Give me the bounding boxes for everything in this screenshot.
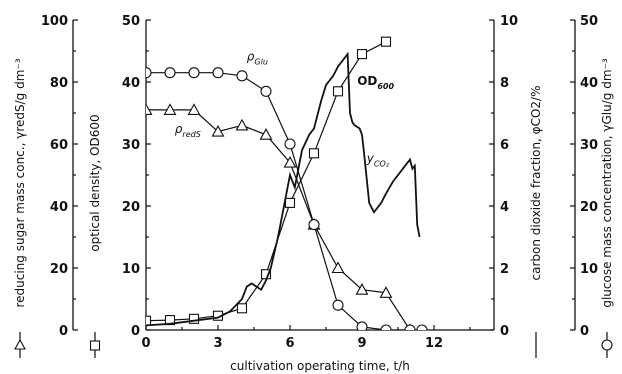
square-data-point <box>308 148 320 159</box>
glucose-tick-label: 20 <box>580 200 598 215</box>
series-co2 <box>146 51 421 327</box>
square-data-point <box>146 315 152 326</box>
co2-tick-label: 6 <box>500 138 509 153</box>
reducing-sugar-tick-label: 80 <box>50 76 68 91</box>
triangle-data-point <box>235 118 249 131</box>
circle-data-point <box>332 299 344 311</box>
triangle-data-point <box>163 103 177 115</box>
co2-tick-label: 4 <box>500 200 509 215</box>
reducing-sugar-axis-title: reducing sugar mass conc., γredS/g dm⁻³ <box>13 58 27 307</box>
series-annotation-glu: ρGlu <box>247 49 268 66</box>
series-reducing-sugar <box>146 103 414 330</box>
glucose-tick-label: 30 <box>580 138 598 153</box>
triangle-marker-icon <box>14 338 26 350</box>
triangle-data-point <box>331 261 345 274</box>
reducing-sugar-title-group: reducing sugar mass conc., γredS/g dm⁻³ <box>13 58 27 307</box>
circle-data-point <box>284 138 296 150</box>
reducing-sugar-tick-label: 0 <box>59 324 68 339</box>
triangle-data-point <box>211 124 225 137</box>
x-tick-label: 9 <box>357 336 366 351</box>
square-data-point <box>284 197 296 208</box>
optical-density-axis-title: optical density, OD600 <box>88 114 102 251</box>
circle-marker-icon <box>601 339 613 351</box>
series-annotation-co2: yCO₂ <box>366 152 390 169</box>
x-tick-label: 6 <box>285 336 294 351</box>
square-data-point <box>332 86 344 97</box>
square-marker-icon <box>89 340 101 351</box>
square-data-point <box>356 49 368 60</box>
triangle-data-point <box>283 155 297 168</box>
circle-data-point <box>188 67 200 79</box>
series-annotation-reds: ρredS <box>175 122 201 139</box>
co2-tick-label: 8 <box>500 76 509 91</box>
square-data-point <box>188 313 200 324</box>
optical-density-tick-label: 30 <box>122 138 140 153</box>
x-axis-label: cultivation operating time, t/h <box>230 359 410 373</box>
series-glucose <box>146 67 428 330</box>
series-line-reducing-sugar <box>146 109 411 330</box>
glucose-axis-title: glucose mass concentration, γGlu/g dm⁻³ <box>600 58 614 308</box>
reducing-sugar-tick-label: 60 <box>50 138 68 153</box>
x-tick-label: 0 <box>141 336 150 351</box>
optical-density-tick-label: 20 <box>122 200 140 215</box>
co2-tick-label: 10 <box>500 14 518 29</box>
glucose-tick-label: 40 <box>580 76 598 91</box>
reducing-sugar-tick-label: 40 <box>50 200 68 215</box>
glucose-tick-label: 0 <box>580 324 589 339</box>
circle-data-point <box>164 67 176 79</box>
x-tick-label: 3 <box>213 336 222 351</box>
circle-data-point <box>236 70 248 82</box>
triangle-data-point <box>379 286 393 298</box>
optical-density-tick-label: 50 <box>122 14 140 29</box>
circle-data-point <box>308 219 320 231</box>
square-data-point <box>380 36 392 47</box>
co2-axis-title: carbon dioxide fraction, φCO2/% <box>529 86 543 281</box>
glucose-title-group: glucose mass concentration, γGlu/g dm⁻³ <box>600 58 614 308</box>
optical-density-title-group: optical density, OD600 <box>88 114 102 251</box>
optical-density-tick-label: 10 <box>122 262 140 277</box>
x-tick-label: 12 <box>425 336 443 351</box>
circle-data-point <box>380 324 392 330</box>
optical-density-tick-label: 40 <box>122 76 140 91</box>
circle-data-point <box>212 67 224 79</box>
triangle-data-point <box>187 103 201 115</box>
series-annotation-od: OD600 <box>357 74 394 91</box>
glucose-tick-label: 50 <box>580 14 598 29</box>
co2-title-group: carbon dioxide fraction, φCO2/% <box>529 86 543 281</box>
series-layer <box>146 36 428 330</box>
optical-density-tick-label: 0 <box>131 324 140 339</box>
series-optical-density <box>146 36 392 326</box>
label-layer: ρGlu ρredS yCO₂ OD600 <box>175 49 395 168</box>
square-data-point <box>236 303 248 314</box>
co2-tick-label: 2 <box>500 262 509 277</box>
series-line-co2 <box>146 51 421 327</box>
circle-data-point <box>404 324 416 330</box>
triangle-data-point <box>355 283 369 295</box>
circle-data-point <box>416 324 428 330</box>
co2-tick-label: 0 <box>500 324 509 339</box>
reducing-sugar-tick-label: 100 <box>41 14 68 29</box>
circle-data-point <box>146 67 152 79</box>
glucose-tick-label: 10 <box>580 262 598 277</box>
triangle-data-point <box>146 103 153 115</box>
reducing-sugar-tick-label: 20 <box>50 262 68 277</box>
triangle-data-point <box>259 128 273 140</box>
circle-data-point <box>260 85 272 97</box>
circle-data-point <box>356 321 368 330</box>
